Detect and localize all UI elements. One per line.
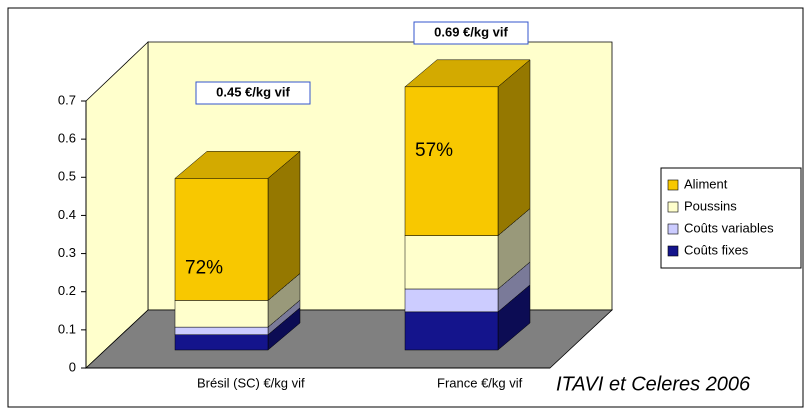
share-label: 57% — [415, 140, 453, 161]
y-tick-label: 0.4 — [58, 207, 76, 222]
bar — [404, 235, 499, 290]
source: ITAVI et Celeres 2006 — [556, 373, 751, 395]
legend-swatch — [667, 201, 679, 213]
floor — [84, 309, 614, 369]
y-tick-label: 0.2 — [58, 283, 76, 298]
bar — [404, 288, 499, 313]
y-tick-label: 0.7 — [58, 92, 76, 107]
bar — [174, 334, 269, 351]
legend-label: Coûts variables — [684, 220, 774, 235]
bar — [404, 86, 499, 236]
total-label-box — [413, 21, 529, 45]
x-tick-label: Brésil (SC) €/kg vif — [197, 375, 305, 390]
legend-swatch — [667, 179, 679, 191]
legend-label: Poussins — [684, 198, 737, 213]
total-label: 0.45 €/kg vif — [216, 84, 290, 99]
y-tick-label: 0.1 — [58, 321, 76, 336]
y-tick-label: 0.3 — [58, 245, 76, 260]
y-tick-label: 0 — [69, 359, 76, 374]
bar-side — [497, 59, 531, 237]
legend-label: Aliment — [684, 176, 728, 191]
legend-label: Coûts fixes — [684, 242, 749, 257]
bar — [174, 300, 269, 328]
y-tick-label: 0.6 — [58, 131, 76, 146]
legend-box — [660, 167, 802, 269]
share-label: 72% — [185, 257, 223, 278]
total-label: 0.69 €/kg vif — [434, 24, 508, 39]
total-label-box — [195, 81, 311, 105]
y-tick-label: 0.5 — [58, 169, 76, 184]
bar — [174, 178, 269, 301]
legend-swatch — [667, 245, 679, 257]
legend-swatch — [667, 223, 679, 235]
bar — [174, 326, 269, 335]
x-tick-label: France €/kg vif — [437, 375, 523, 390]
bar — [404, 311, 499, 351]
